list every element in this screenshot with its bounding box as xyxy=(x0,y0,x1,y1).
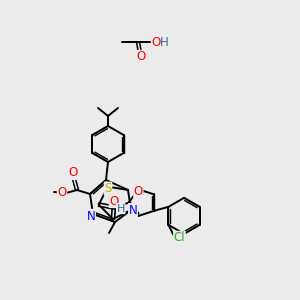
Text: O: O xyxy=(68,167,78,179)
Text: H: H xyxy=(116,204,125,214)
Text: S: S xyxy=(104,182,112,195)
Text: N: N xyxy=(129,203,137,217)
Text: O: O xyxy=(57,185,67,199)
Text: Cl: Cl xyxy=(174,231,185,244)
Text: O: O xyxy=(109,194,119,208)
Text: N: N xyxy=(87,209,95,223)
Text: O: O xyxy=(152,35,160,49)
Text: H: H xyxy=(160,35,168,49)
Text: O: O xyxy=(136,50,146,64)
Text: O: O xyxy=(134,185,143,198)
